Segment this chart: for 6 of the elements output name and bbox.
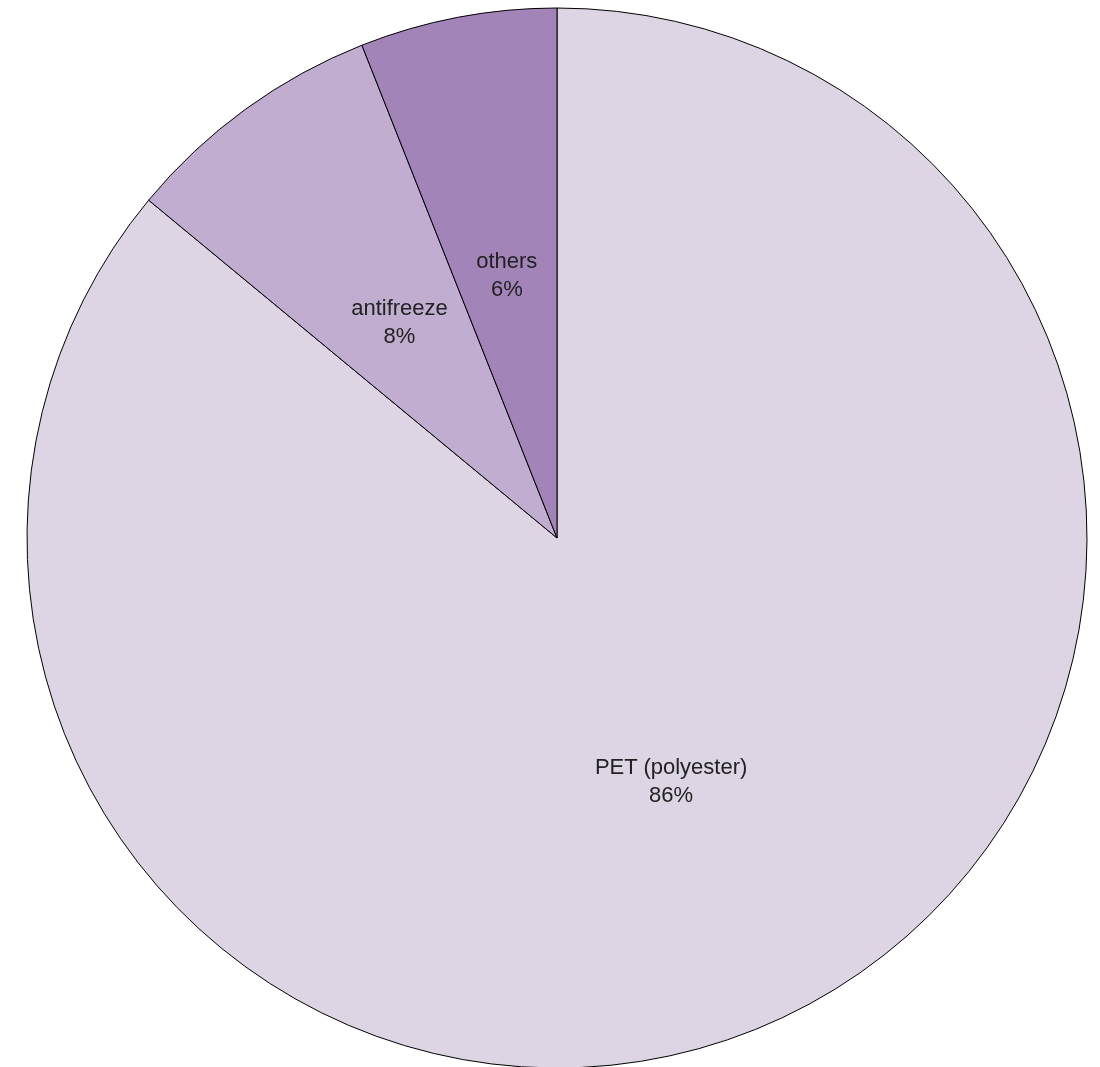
- slice-label: antifreeze: [351, 294, 448, 320]
- data-label: 6%: [490, 276, 523, 302]
- slice-label: others: [476, 248, 538, 274]
- data-label: 86%: [649, 781, 694, 807]
- data-label: 8%: [383, 322, 416, 348]
- slice-label: PET (polyester): [594, 753, 748, 779]
